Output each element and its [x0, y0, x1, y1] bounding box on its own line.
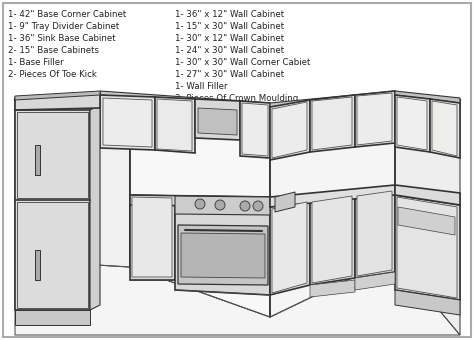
Text: 1- 30" x 12" Wall Cabinet: 1- 30" x 12" Wall Cabinet	[175, 34, 284, 43]
Polygon shape	[272, 202, 307, 293]
Polygon shape	[90, 105, 100, 310]
Polygon shape	[100, 95, 155, 150]
Text: 1- Base Filler: 1- Base Filler	[8, 58, 64, 67]
Polygon shape	[195, 99, 240, 140]
Polygon shape	[430, 99, 460, 158]
Polygon shape	[357, 93, 392, 145]
Circle shape	[195, 199, 205, 209]
Text: 1- 36" Sink Base Cabinet: 1- 36" Sink Base Cabinet	[8, 34, 116, 43]
Text: 2- Pieces Of Toe Kick: 2- Pieces Of Toe Kick	[8, 70, 97, 79]
Polygon shape	[395, 185, 460, 205]
Polygon shape	[157, 99, 192, 151]
Polygon shape	[270, 200, 310, 295]
Text: 2- 15" Base Cabinets: 2- 15" Base Cabinets	[8, 46, 99, 55]
Polygon shape	[35, 145, 40, 175]
Polygon shape	[310, 280, 355, 297]
Polygon shape	[103, 98, 152, 147]
Polygon shape	[397, 97, 427, 150]
Text: 1- 9" Tray Divider Cabinet: 1- 9" Tray Divider Cabinet	[8, 22, 119, 31]
Polygon shape	[272, 102, 307, 158]
Text: 1- 36" x 12" Wall Cabinet: 1- 36" x 12" Wall Cabinet	[175, 10, 284, 19]
Polygon shape	[275, 192, 295, 212]
Polygon shape	[395, 95, 430, 152]
Polygon shape	[178, 225, 268, 285]
Polygon shape	[175, 196, 270, 295]
Polygon shape	[432, 101, 457, 156]
Polygon shape	[17, 202, 88, 308]
Text: 1- 15" x 30" Wall Cabinet: 1- 15" x 30" Wall Cabinet	[175, 22, 284, 31]
Polygon shape	[395, 91, 460, 103]
Polygon shape	[312, 97, 352, 150]
Polygon shape	[15, 95, 130, 267]
Circle shape	[240, 201, 250, 211]
Polygon shape	[310, 194, 355, 285]
Circle shape	[253, 201, 263, 211]
Polygon shape	[15, 95, 460, 118]
Polygon shape	[397, 197, 457, 298]
Polygon shape	[15, 310, 90, 325]
Text: 3- Pieces Of Crown Moulding: 3- Pieces Of Crown Moulding	[175, 94, 298, 103]
Polygon shape	[355, 91, 395, 147]
Circle shape	[215, 200, 225, 210]
Polygon shape	[130, 95, 270, 317]
Polygon shape	[15, 110, 90, 310]
Polygon shape	[270, 95, 395, 317]
Polygon shape	[175, 196, 270, 215]
Polygon shape	[398, 207, 455, 235]
Text: 1- 42" Base Corner Cabinet: 1- 42" Base Corner Cabinet	[8, 10, 126, 19]
Polygon shape	[395, 195, 460, 300]
Polygon shape	[355, 272, 395, 290]
Polygon shape	[130, 195, 270, 207]
Polygon shape	[355, 189, 395, 278]
Polygon shape	[130, 195, 175, 280]
Polygon shape	[198, 108, 237, 135]
Text: 1- 30" x 30" Wall Corner Cabiet: 1- 30" x 30" Wall Corner Cabiet	[175, 58, 310, 67]
Polygon shape	[17, 112, 88, 198]
Polygon shape	[132, 197, 172, 277]
Polygon shape	[395, 95, 460, 335]
Text: 1- Wall Filler: 1- Wall Filler	[175, 82, 228, 91]
Polygon shape	[35, 250, 40, 280]
Polygon shape	[270, 91, 395, 107]
Text: 1- 24" x 30" Wall Cabinet: 1- 24" x 30" Wall Cabinet	[175, 46, 284, 55]
Polygon shape	[15, 257, 460, 335]
Polygon shape	[242, 103, 268, 156]
Polygon shape	[310, 95, 355, 152]
Polygon shape	[312, 196, 352, 283]
Polygon shape	[240, 101, 270, 158]
Polygon shape	[357, 191, 392, 276]
Text: 1- 27" x 30" Wall Cabinet: 1- 27" x 30" Wall Cabinet	[175, 70, 284, 79]
Polygon shape	[181, 233, 265, 278]
Polygon shape	[155, 97, 195, 153]
Polygon shape	[15, 91, 100, 100]
Polygon shape	[15, 93, 100, 110]
Polygon shape	[270, 185, 395, 207]
Polygon shape	[100, 91, 270, 107]
Polygon shape	[270, 100, 310, 160]
Polygon shape	[395, 290, 460, 315]
